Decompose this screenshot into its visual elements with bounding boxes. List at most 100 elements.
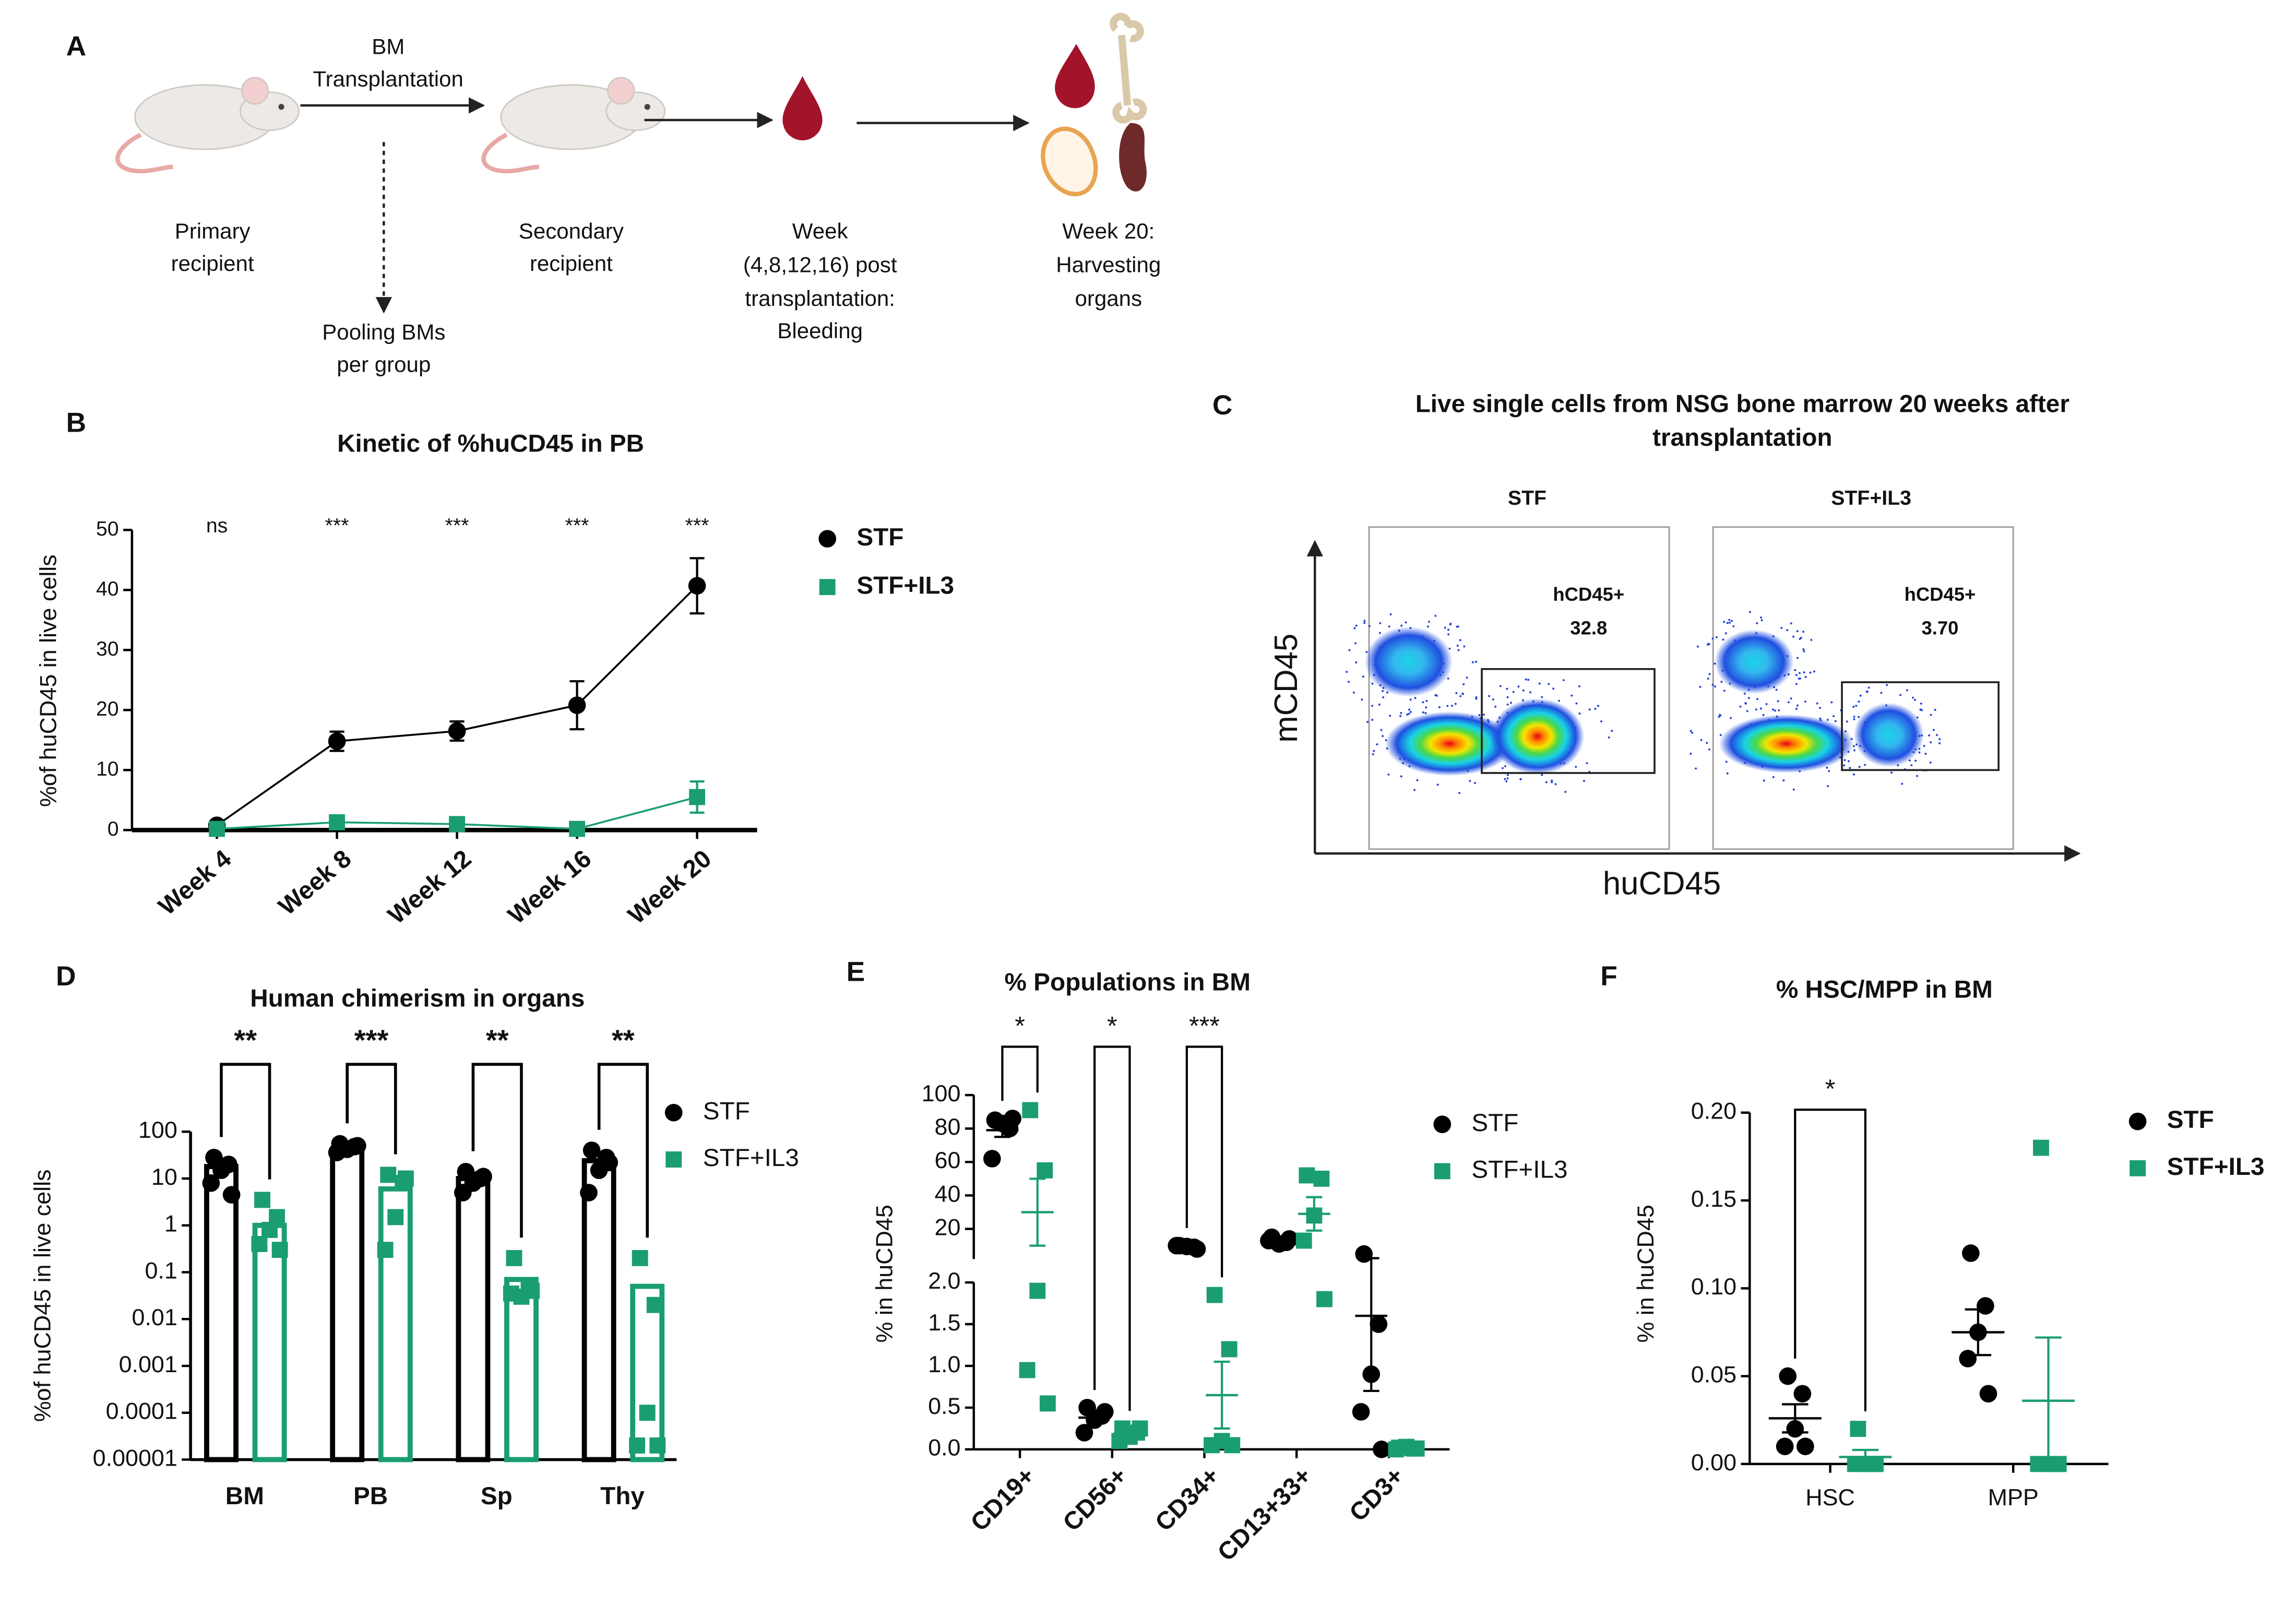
event-dot xyxy=(1778,709,1780,711)
y-tick-label: 0.15 xyxy=(1691,1185,1736,1212)
significance-bracket xyxy=(346,1063,397,1155)
event-dot xyxy=(1459,639,1461,641)
significance-bracket xyxy=(597,1063,649,1238)
event-dot xyxy=(1847,760,1850,763)
event-dot xyxy=(1492,698,1494,701)
bar xyxy=(252,1222,287,1462)
y-tick-label: 0.0001 xyxy=(106,1398,177,1424)
legend-label: STF xyxy=(856,524,903,551)
data-point xyxy=(569,820,586,837)
event-dot xyxy=(1378,703,1381,706)
event-dot xyxy=(1690,753,1692,755)
event-dot xyxy=(1746,710,1748,712)
event-dot xyxy=(1790,622,1792,625)
legend-marker xyxy=(818,530,837,548)
x-tick-label: HSC xyxy=(1805,1484,1855,1510)
y-tick-label: 1.5 xyxy=(928,1309,960,1336)
step-label: (4,8,12,16) post xyxy=(743,253,897,277)
event-dot xyxy=(1400,624,1403,627)
data-point xyxy=(387,1209,404,1226)
gate-value: 3.70 xyxy=(1921,617,1958,639)
data-point xyxy=(1039,1395,1056,1412)
event-dot xyxy=(1912,696,1914,699)
legend-marker xyxy=(1433,1115,1452,1134)
event-dot xyxy=(1588,708,1591,711)
event-dot xyxy=(1447,633,1450,636)
event-dot xyxy=(1760,616,1763,619)
y-tick-label: 100 xyxy=(138,1116,177,1143)
event-dot xyxy=(1700,739,1703,741)
event-dot xyxy=(1506,696,1509,698)
event-dot xyxy=(1506,687,1508,690)
significance-label: ** xyxy=(612,1024,635,1056)
y-tick-label: 0.00 xyxy=(1691,1449,1736,1476)
event-dot xyxy=(1414,697,1417,699)
event-dot xyxy=(1389,715,1391,717)
event-dot xyxy=(1828,770,1830,772)
annotation: *** xyxy=(565,514,589,537)
event-dot xyxy=(1502,767,1504,769)
event-dot xyxy=(1517,685,1520,688)
data-point xyxy=(328,1144,346,1161)
event-dot xyxy=(1803,650,1805,652)
mouse-ear xyxy=(241,77,269,105)
event-dot xyxy=(1363,622,1366,624)
event-dot xyxy=(1760,619,1763,622)
event-dot xyxy=(1545,781,1548,783)
event-dot xyxy=(1748,611,1751,613)
bar xyxy=(378,1186,413,1462)
event-dot xyxy=(1759,707,1762,710)
data-point xyxy=(349,1137,366,1155)
event-dot xyxy=(1816,702,1818,705)
data-point xyxy=(1776,1437,1794,1456)
data-point xyxy=(380,1167,397,1183)
data-point xyxy=(1260,1232,1278,1250)
legend-label: STF xyxy=(2167,1106,2214,1134)
event-dot xyxy=(1726,772,1729,775)
data-point xyxy=(1779,1367,1797,1385)
x-tick-label: Week 16 xyxy=(503,844,597,930)
arrow-label: Transplantation xyxy=(313,66,463,91)
annotation: ns xyxy=(206,514,228,537)
event-dot xyxy=(1901,782,1904,785)
annotation: *** xyxy=(685,514,709,537)
data-point xyxy=(1096,1403,1114,1421)
event-dot xyxy=(1519,778,1522,780)
mouse-icon xyxy=(115,77,300,174)
event-dot xyxy=(1400,712,1402,714)
event-dot xyxy=(1434,614,1437,617)
event-dot xyxy=(1796,657,1799,659)
data-point xyxy=(1280,1230,1299,1248)
data-point xyxy=(689,789,706,805)
data-point xyxy=(649,1437,666,1454)
legend-marker xyxy=(1434,1163,1450,1180)
event-dot xyxy=(1855,705,1858,707)
data-point xyxy=(202,1174,220,1192)
event-dot xyxy=(1466,676,1468,679)
y-tick-label: 20 xyxy=(935,1214,961,1240)
data-point xyxy=(448,722,466,740)
event-dot xyxy=(1483,713,1485,716)
organ-icon xyxy=(1041,126,1098,197)
data-point xyxy=(983,1150,1001,1168)
event-dot xyxy=(1413,789,1416,791)
legend-marker xyxy=(2128,1112,2147,1131)
event-dot xyxy=(1554,783,1557,786)
event-dot xyxy=(1743,692,1746,695)
event-dot xyxy=(1355,661,1358,664)
event-dot xyxy=(1774,709,1776,712)
panel-letter: A xyxy=(66,31,86,62)
data-point xyxy=(1168,1236,1186,1255)
event-dot xyxy=(1849,767,1851,769)
event-dot xyxy=(1906,689,1908,692)
y-tick-label: 80 xyxy=(935,1113,961,1140)
event-dot xyxy=(1772,708,1775,711)
event-dot xyxy=(1578,685,1580,687)
event-dot xyxy=(1353,627,1356,629)
event-dot xyxy=(1780,627,1783,629)
bone-icon xyxy=(1110,13,1147,124)
event-dot xyxy=(1763,779,1765,782)
bar xyxy=(330,1147,365,1462)
x-tick-label: CD34+ xyxy=(1150,1462,1224,1537)
